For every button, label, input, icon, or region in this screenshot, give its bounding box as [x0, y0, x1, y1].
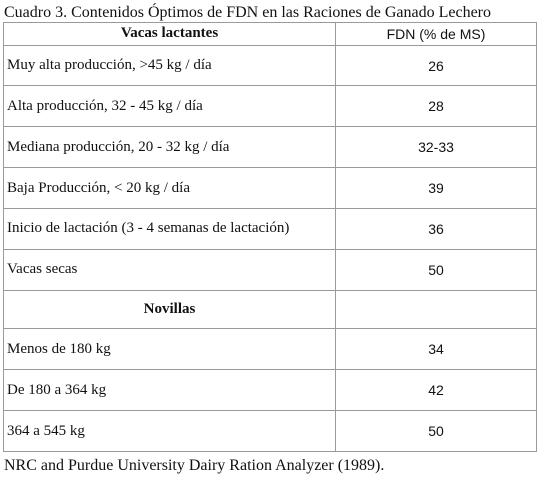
row-value: 50	[335, 248, 537, 291]
header-value: FDN (% de MS)	[335, 22, 537, 46]
header-label: Vacas lactantes	[3, 22, 336, 46]
row-value: 36	[335, 207, 537, 250]
section-label: Novillas	[3, 289, 336, 330]
fdn-table: Vacas lactantes FDN (% de MS) Muy alta p…	[3, 22, 537, 452]
table-row: Mediana producción, 20 - 32 kg / día 32-…	[3, 126, 537, 169]
table-row: Inicio de lactación (3 - 4 semanas de la…	[3, 207, 537, 250]
section-header-row: Novillas	[3, 289, 537, 330]
table-row: Menos de 180 kg 34	[3, 328, 537, 371]
table-header-row: Vacas lactantes FDN (% de MS)	[3, 22, 537, 46]
row-label: Menos de 180 kg	[3, 328, 336, 371]
row-value: 28	[335, 85, 537, 128]
row-value: 34	[335, 328, 537, 371]
section-value	[335, 289, 537, 330]
row-label: De 180 a 364 kg	[3, 369, 336, 412]
source-note: NRC and Purdue University Dairy Ration A…	[4, 457, 385, 474]
row-value: 39	[335, 167, 537, 209]
row-value: 42	[335, 369, 537, 412]
table-row: 364 a 545 kg 50	[3, 410, 537, 452]
table-row: De 180 a 364 kg 42	[3, 369, 537, 412]
row-value: 32-33	[335, 126, 537, 169]
row-value: 50	[335, 410, 537, 452]
row-label: Muy alta producción, >45 kg / día	[3, 44, 336, 87]
row-label: Inicio de lactación (3 - 4 semanas de la…	[3, 207, 336, 250]
row-label: Mediana producción, 20 - 32 kg / día	[3, 126, 336, 169]
row-label: Alta producción, 32 - 45 kg / día	[3, 85, 336, 128]
row-value: 26	[335, 44, 537, 87]
row-label: 364 a 545 kg	[3, 410, 336, 452]
table-row: Vacas secas 50	[3, 248, 537, 291]
table-row: Baja Producción, < 20 kg / día 39	[3, 167, 537, 209]
table-row: Muy alta producción, >45 kg / día 26	[3, 44, 537, 87]
table-row: Alta producción, 32 - 45 kg / día 28	[3, 85, 537, 128]
row-label: Vacas secas	[3, 248, 336, 291]
table-caption: Cuadro 3. Contenidos Óptimos de FDN en l…	[4, 4, 492, 21]
row-label: Baja Producción, < 20 kg / día	[3, 167, 336, 209]
